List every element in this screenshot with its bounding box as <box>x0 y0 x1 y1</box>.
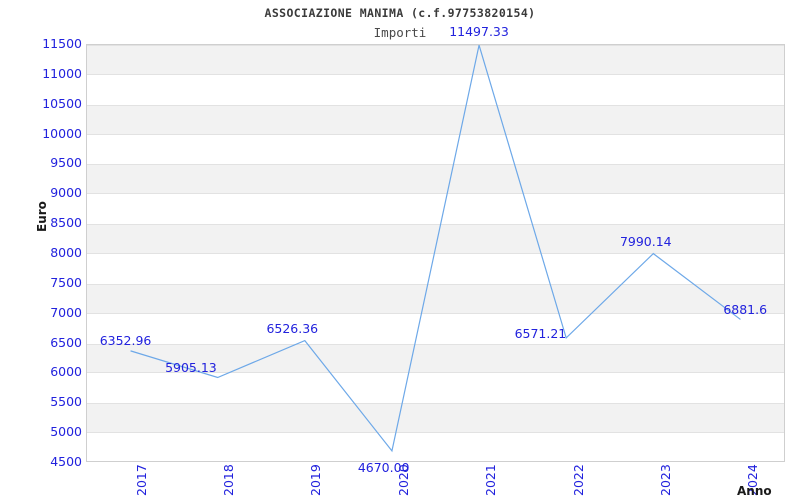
x-axis-title: Anno <box>737 484 772 498</box>
grid-band <box>87 283 784 314</box>
data-point-label: 4670.00 <box>357 459 410 475</box>
y-axis-tick-label: 5000 <box>50 424 82 440</box>
x-axis-tick-label: 2023 <box>657 464 673 496</box>
y-axis-tick-label: 11000 <box>42 65 82 81</box>
data-point-label: 6571.21 <box>514 326 567 342</box>
y-axis-tick-label: 6000 <box>50 364 82 380</box>
data-point-label: 6881.6 <box>723 301 768 317</box>
data-point-label: 5905.13 <box>165 360 217 376</box>
y-axis-tick-label: 10000 <box>42 125 82 141</box>
grid-band <box>87 343 784 374</box>
data-point-label: 11497.33 <box>449 24 509 40</box>
data-point-label: 6526.36 <box>266 320 319 336</box>
y-axis-tick-label: 7500 <box>50 274 82 290</box>
grid-band <box>87 45 784 75</box>
grid-band <box>87 403 784 434</box>
y-axis-tick-label: 5500 <box>50 394 82 410</box>
y-axis-tick-label: 6500 <box>50 334 82 350</box>
y-axis-tick-label: 8000 <box>50 245 82 260</box>
y-axis-tick-label: 11500 <box>42 36 82 51</box>
y-axis-tick-label: 9500 <box>50 155 82 171</box>
plot-area <box>86 44 785 462</box>
data-point-label: 6352.96 <box>99 333 152 349</box>
grid-band <box>87 164 784 195</box>
data-point-label: 7990.14 <box>619 233 672 249</box>
x-axis-tick-label: 2022 <box>570 464 586 496</box>
y-axis-ticks: 11500 11000 10500 10000 9500 9000 8500 8000 7500… <box>0 0 82 500</box>
y-axis-tick-label: 9000 <box>50 185 82 201</box>
y-axis-tick-label: 8500 <box>50 215 82 231</box>
series-line-importi <box>130 45 741 453</box>
x-axis-tick-label: 2018 <box>221 464 237 496</box>
x-axis-tick-label: 2019 <box>308 464 324 496</box>
x-axis-tick-label: 2021 <box>483 464 499 496</box>
chart-subtitle: Importi <box>373 25 427 40</box>
x-axis-tick-label: 2017 <box>133 464 149 496</box>
y-axis-tick-label: 4500 <box>50 454 82 469</box>
y-axis-tick-label: 7000 <box>50 304 82 320</box>
chart-title: ASSOCIAZIONE MANIMA (c.f.97753820154) <box>264 6 536 20</box>
y-axis-title: Euro <box>35 201 49 232</box>
grid-band <box>87 104 784 135</box>
y-axis-tick-label: 10500 <box>42 95 82 111</box>
